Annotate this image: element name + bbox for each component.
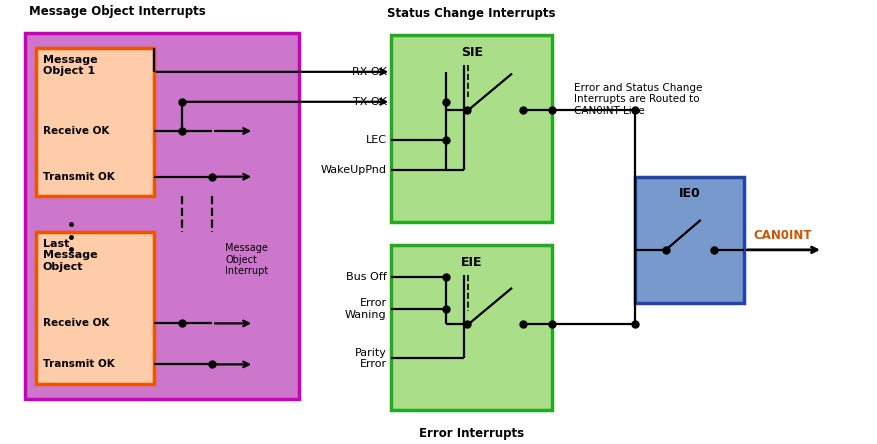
Text: Error Interrupts: Error Interrupts	[418, 427, 524, 440]
Text: Receive OK: Receive OK	[43, 126, 109, 136]
Text: CAN0INT: CAN0INT	[752, 229, 810, 242]
Text: Error
Waning: Error Waning	[345, 298, 386, 320]
Text: Transmit OK: Transmit OK	[43, 359, 115, 369]
Text: RX OK: RX OK	[352, 67, 386, 77]
Text: Parity
Error: Parity Error	[354, 348, 386, 369]
Text: SIE: SIE	[460, 46, 482, 59]
Text: Error and Status Change
Interrupts are Routed to
CAN0INT Line: Error and Status Change Interrupts are R…	[574, 83, 702, 116]
Text: Message
Object 1: Message Object 1	[43, 55, 97, 76]
Text: IE0: IE0	[678, 187, 700, 200]
Text: Message Object Interrupts: Message Object Interrupts	[29, 5, 205, 18]
Text: Status Change Interrupts: Status Change Interrupts	[386, 8, 554, 20]
FancyBboxPatch shape	[635, 177, 744, 303]
Text: LEC: LEC	[365, 135, 386, 145]
FancyBboxPatch shape	[390, 245, 552, 410]
Text: Last
Message
Object: Last Message Object	[43, 239, 97, 272]
FancyBboxPatch shape	[25, 33, 299, 399]
Text: WakeUpPnd: WakeUpPnd	[320, 165, 386, 175]
Text: Message
Object
Interrupt: Message Object Interrupt	[225, 243, 268, 276]
Text: Transmit OK: Transmit OK	[43, 172, 115, 182]
FancyBboxPatch shape	[36, 48, 153, 196]
Text: Receive OK: Receive OK	[43, 318, 109, 329]
Text: TX OK: TX OK	[353, 97, 386, 107]
Text: Bus Off: Bus Off	[346, 272, 386, 282]
FancyBboxPatch shape	[390, 36, 552, 222]
FancyBboxPatch shape	[36, 232, 153, 384]
Text: EIE: EIE	[460, 256, 482, 269]
